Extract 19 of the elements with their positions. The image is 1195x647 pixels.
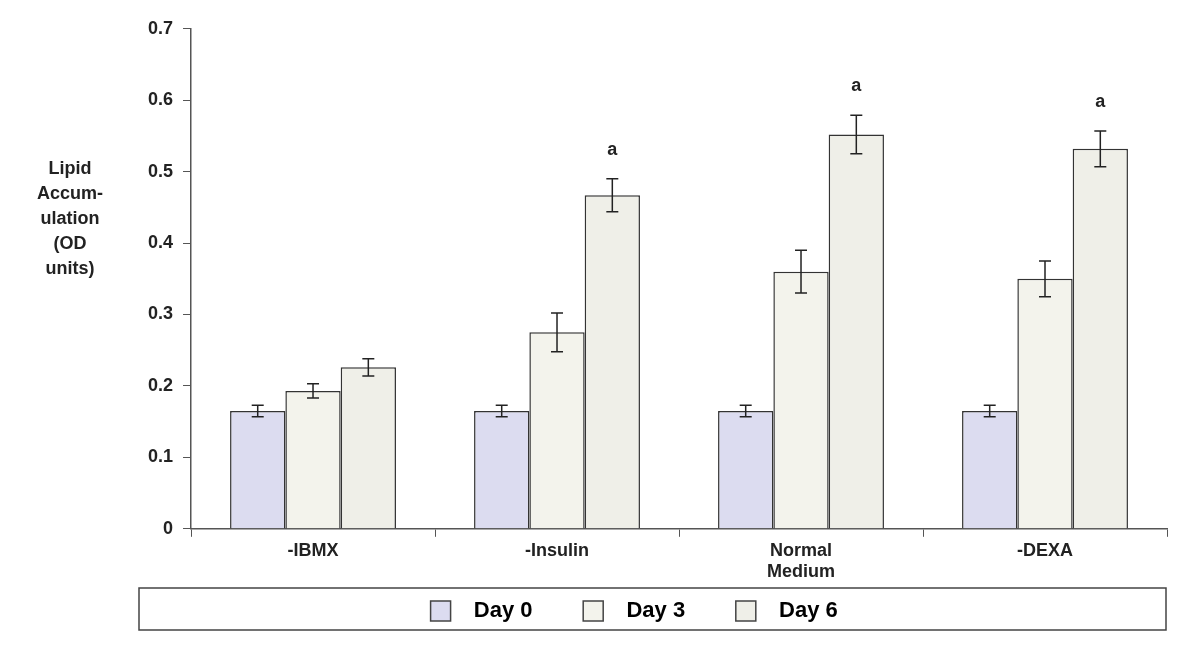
legend-label: Day 0 xyxy=(461,597,570,623)
y-tick-label: 0.7 xyxy=(147,17,174,38)
y-tick-label: 0.4 xyxy=(147,232,174,253)
y-tick-label: 0.3 xyxy=(147,303,174,324)
data-label: a xyxy=(1095,90,1107,111)
y-axis-title: Lipid Accum- ulation (OD units) xyxy=(36,157,104,278)
x-tick-label: Normal Medium xyxy=(767,539,836,582)
legend-label: Day 6 xyxy=(766,597,875,623)
y-tick-label: 0.5 xyxy=(147,160,174,181)
y-tick-label: 0.6 xyxy=(147,89,174,110)
x-tick-label: -IBMX xyxy=(287,539,339,560)
x-tick-label: -DEXA xyxy=(1016,539,1074,560)
y-tick-label: 0.2 xyxy=(147,374,174,395)
data-label: a xyxy=(607,138,619,159)
data-label: a xyxy=(851,75,863,96)
x-tick-label: -Insulin xyxy=(525,539,590,560)
y-tick-label: 0 xyxy=(163,517,174,538)
legend-label: Day 3 xyxy=(614,597,722,623)
y-tick-label: 0.1 xyxy=(147,446,174,467)
